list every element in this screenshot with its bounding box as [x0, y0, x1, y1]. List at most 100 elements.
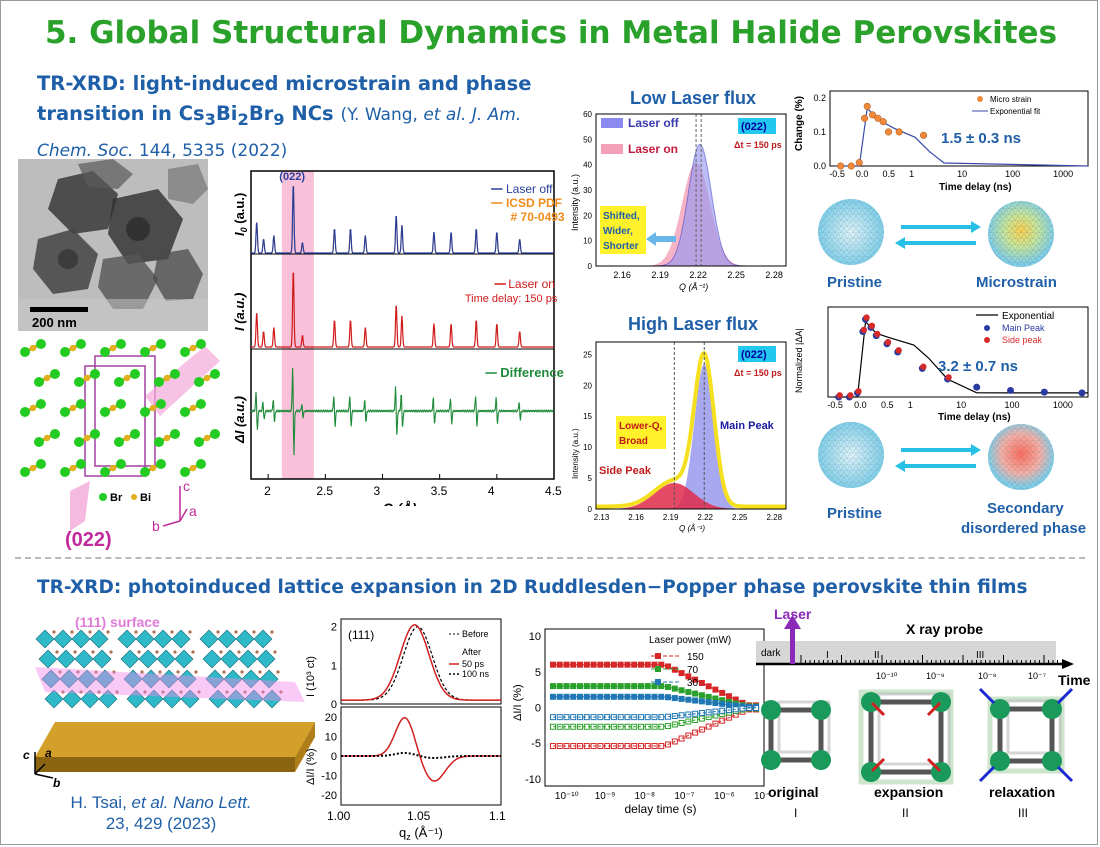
time-tick-label: 10⁻⁹ [926, 671, 945, 681]
organic-atom [73, 650, 77, 654]
probe-label: X ray probe [906, 621, 983, 637]
low-flux-legend-off: Laser off [628, 116, 680, 130]
expansion-arrow [870, 701, 886, 717]
peak-xtick: 0.0 [854, 400, 867, 410]
low-flux-ylabel: Intensity (a.u.) [570, 174, 580, 231]
crystal-br-atom-34 [114, 437, 124, 447]
crystal-br-atom-48 [180, 467, 190, 477]
delay-series-neg-line-150 [553, 708, 756, 747]
organic-atom [158, 670, 162, 674]
low-flux-xtick: 2.19 [651, 270, 669, 280]
time-label: Time [1058, 672, 1091, 688]
axis-a-arrow [179, 508, 188, 522]
time-tick-label: 10⁻⁷ [1028, 671, 1046, 681]
strain-point [895, 128, 903, 136]
high-flux-note-2: Broad [619, 436, 648, 447]
crystal-bi-atom [163, 434, 171, 442]
stage-2-marker: II [874, 650, 880, 661]
b-peak-ytick-bottom: -10 [321, 771, 337, 783]
organic-atom [237, 650, 241, 654]
low-flux-xtick: 2.25 [727, 270, 745, 280]
stage-1-marker: I [826, 650, 829, 661]
crystal-bi-atom [109, 404, 117, 412]
tem-scale-label: 200 nm [32, 315, 77, 330]
peak-xtick: 10 [956, 400, 966, 410]
xrd-peak-label: (022) [279, 171, 305, 183]
crystal-br-atom-32 [74, 437, 84, 447]
b-peak-legend-before: Before [462, 629, 489, 639]
organic-atom [252, 630, 256, 634]
organic-atom [197, 690, 201, 694]
crystal-bi-atom [123, 374, 131, 382]
organic-atom [270, 630, 274, 634]
crystal-br-atom-23 [76, 399, 86, 409]
octahedron [35, 629, 55, 649]
organic-atom [112, 670, 116, 674]
cube-relaxation [987, 696, 1065, 774]
organic-atom [52, 630, 56, 634]
crystal-br-atom-38 [194, 437, 204, 447]
organic-atom [176, 670, 180, 674]
delay-xtick: 10⁻¹⁰ [555, 791, 579, 802]
organic-atom [109, 650, 113, 654]
crystal-br-atom-35 [130, 429, 140, 439]
low-flux-note-3: Shorter [603, 241, 639, 252]
tem-nanocrystals [18, 159, 208, 331]
high-flux-main-fill [596, 363, 786, 509]
octahedron [95, 669, 115, 689]
organic-atom [58, 670, 62, 674]
octahedron [59, 669, 79, 689]
lattice-atom [1042, 751, 1062, 771]
strain-tau: 1.5 ± 0.3 ns [941, 130, 1021, 147]
crystal-structure: Br Bi c a b (022) [20, 339, 220, 551]
crystal-br-atom-49 [196, 459, 206, 469]
time-axis-arrowhead [1062, 659, 1074, 669]
delay-xtick: 10⁻⁵ [754, 791, 771, 802]
crystal-bi-atom [123, 434, 131, 442]
delay-ytick: -10 [525, 774, 541, 786]
organic-atom [279, 690, 283, 694]
high-flux-ylabel: Intensity (a.u.) [571, 428, 580, 479]
axis-b-label: b [152, 518, 160, 534]
low-flux-delta-t: Δt = 150 ps [734, 140, 782, 150]
crystal-br-atom-24 [100, 407, 110, 417]
strain-point [874, 114, 882, 122]
low-flux-xtick: 2.22 [689, 270, 707, 280]
high-flux-ytick: 10 [583, 443, 592, 452]
high-flux-xtick: 2.25 [732, 513, 748, 522]
low-flux-legend-off-swatch [601, 118, 623, 128]
peak-side-point [847, 392, 854, 399]
delay-ytick: 0 [535, 703, 541, 715]
b-peak-after-curve [341, 624, 501, 701]
strain-xtick: 0.0 [856, 169, 869, 179]
surface-label: (111) surface [75, 614, 160, 630]
delay-point-negative [692, 729, 699, 736]
organic-atom [134, 630, 138, 634]
peak-legend-side: Side peak [1002, 335, 1043, 345]
bi-label: Bi [140, 492, 151, 504]
xrd-frame [250, 170, 555, 480]
microstrain-schematic: Pristine Microstrain [818, 199, 1057, 291]
high-flux-badge-box [738, 346, 776, 362]
crystal-br-atom-28 [180, 407, 190, 417]
peak-main-point [1078, 389, 1086, 397]
crystal-br-atom-19 [210, 369, 220, 379]
axis-b-arrow [162, 520, 181, 527]
low-flux-ytick: 0 [588, 262, 593, 271]
organic-atom [234, 630, 238, 634]
peak-side-point [874, 330, 881, 338]
crystal-bi-atom [149, 404, 157, 412]
state-relaxation: relaxation [989, 784, 1055, 800]
peak-xtick: 1000 [1053, 400, 1073, 410]
time-tick-label: 10⁻¹⁰ [876, 671, 898, 681]
laser-pulse [790, 629, 795, 664]
b-peak-xtick: 1.05 [407, 809, 431, 823]
strain-xtick: 100 [1005, 169, 1020, 179]
octahedron [123, 669, 143, 689]
organic-atom [255, 650, 259, 654]
organic-atom [76, 670, 80, 674]
high-flux-ytick: 20 [583, 381, 592, 390]
octahedron [126, 689, 146, 709]
crystal-br-atom-27 [156, 399, 166, 409]
